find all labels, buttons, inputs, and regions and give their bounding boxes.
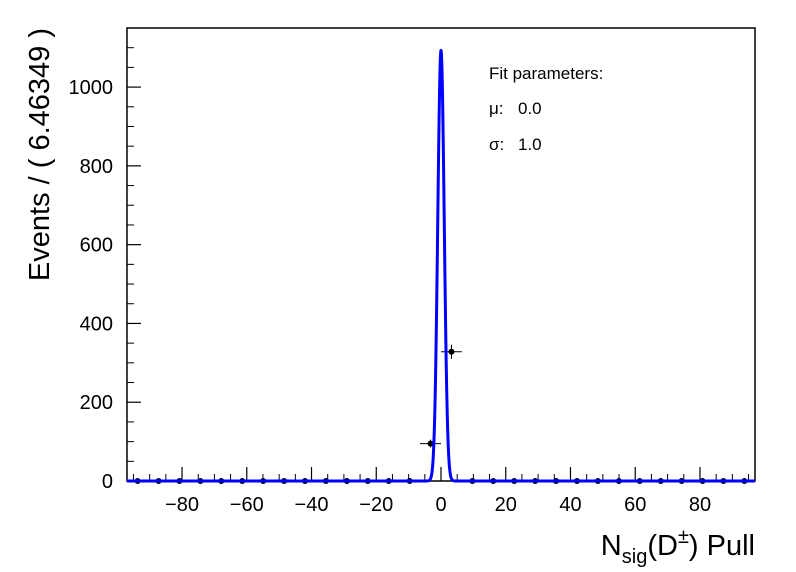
fit-layer [125, 48, 757, 483]
x-axis-title-main: N [601, 530, 622, 562]
plot-frame [126, 27, 756, 482]
point-marker [427, 440, 434, 447]
y-tick-label: 1000 [69, 77, 114, 99]
data-point [420, 439, 442, 448]
legend-header: Fit parameters: [489, 64, 603, 83]
legend-sigma: σ: 1.0 [489, 135, 542, 154]
legend-mu-value: 0.0 [518, 99, 542, 118]
y-axis-title: Events / ( 6.46349 ) [24, 28, 56, 281]
legend-mu-symbol: μ: [489, 99, 504, 118]
x-axis-title: Nsig(D±) Pull [601, 526, 755, 568]
x-axis-title-tail: ) Pull [689, 530, 755, 562]
x-tick-label: −40 [295, 494, 329, 516]
x-tick-label: −60 [230, 494, 264, 516]
x-tick-label: −80 [165, 494, 199, 516]
x-tick-label: 20 [495, 494, 517, 516]
data-layer [127, 344, 755, 484]
y-tick-label: 600 [80, 235, 113, 257]
x-tick-label: −20 [359, 494, 393, 516]
x-tick-label: 60 [624, 494, 646, 516]
legend-sigma-symbol: σ: [489, 135, 504, 154]
y-tick-label: 0 [102, 471, 113, 493]
y-tick-label: 800 [80, 156, 113, 178]
x-tick-label: 40 [559, 494, 581, 516]
x-axis-title-sup: ± [678, 526, 689, 548]
data-point [440, 344, 462, 359]
y-tick-label: 400 [80, 313, 113, 335]
x-axis-title-mid: (D [647, 530, 678, 562]
x-tick-label: 0 [435, 494, 446, 516]
fit-curve [125, 48, 757, 483]
point-marker [448, 348, 455, 355]
x-axis-title-sub: sig [622, 546, 648, 568]
y-tick-label: 200 [80, 392, 113, 414]
legend-sigma-value: 1.0 [518, 135, 542, 154]
legend-mu: μ: 0.0 [489, 99, 542, 118]
x-tick-label: 80 [689, 494, 711, 516]
